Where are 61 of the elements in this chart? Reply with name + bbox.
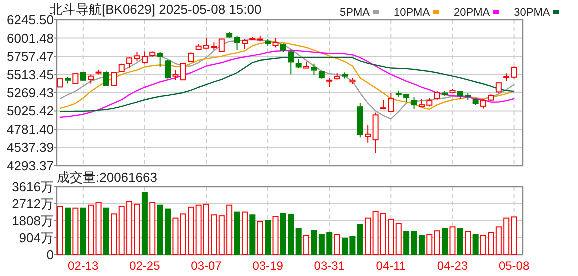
bar (172, 218, 179, 256)
bar (426, 234, 433, 256)
x-tick-label: 04-23 (437, 259, 468, 273)
chart-title: 北斗导航[BK0629] 2025-05-08 15:00 (50, 2, 262, 17)
bar (234, 212, 240, 256)
y-tick-label: 4537.39 (7, 140, 54, 156)
bar (150, 202, 156, 256)
bar (96, 202, 102, 256)
y-tick-label: 6001.48 (7, 30, 54, 46)
y-tick-label: 5513.45 (7, 67, 54, 82)
legend-label: 10PMA (394, 7, 431, 19)
bar (404, 231, 410, 256)
bar (250, 214, 256, 256)
x-tick-label: 04-11 (376, 259, 406, 273)
bar (304, 235, 310, 256)
bar (365, 218, 372, 256)
bar (257, 221, 264, 256)
bar (111, 214, 118, 256)
y-tick-label: 3616万 (12, 180, 54, 194)
x-tick-label: 02-25 (130, 259, 161, 273)
legend-label: 5PMA (340, 7, 371, 19)
bar (80, 208, 86, 256)
y-tick-label: 4293.37 (7, 158, 54, 174)
bar (311, 230, 318, 256)
legend-label: 30PMA (514, 7, 551, 19)
x-tick-label: 03-31 (314, 259, 346, 273)
bar (142, 192, 148, 256)
bar (242, 212, 248, 256)
y-tick-label: 5757.47 (7, 49, 54, 64)
y-tick-label: 2712万 (12, 196, 54, 212)
bar (357, 224, 364, 256)
bar (272, 216, 279, 256)
bar (57, 206, 64, 256)
bar (88, 204, 94, 256)
x-tick-label: 05-08 (498, 259, 530, 273)
bar (511, 216, 518, 256)
x-tick-label: 03-19 (252, 259, 284, 273)
bar (64, 208, 71, 256)
chart-title: 成交量:20061663 (57, 170, 158, 185)
y-tick-label: 4781.40 (7, 122, 54, 137)
bar (442, 228, 448, 256)
bar (450, 226, 456, 256)
x-tick-label: 03-07 (191, 259, 222, 273)
candlestick (365, 124, 372, 144)
bar (296, 228, 302, 256)
bar (72, 208, 79, 256)
y-tick-label: 0 (46, 248, 54, 262)
x-tick-label: 02-13 (68, 259, 100, 273)
y-tick-label: 1808万 (12, 214, 54, 228)
y-tick-label: 5269.43 (7, 86, 54, 100)
bar (396, 223, 402, 256)
bar (472, 234, 479, 256)
bar (334, 234, 340, 256)
bar (465, 231, 472, 256)
legend-label: 20PMA (454, 7, 491, 19)
y-tick-label: 904万 (19, 230, 54, 246)
bar (103, 208, 110, 256)
bar (434, 230, 440, 256)
bar (457, 228, 464, 256)
y-tick-label: 5025.42 (7, 104, 54, 119)
bar (265, 220, 272, 256)
